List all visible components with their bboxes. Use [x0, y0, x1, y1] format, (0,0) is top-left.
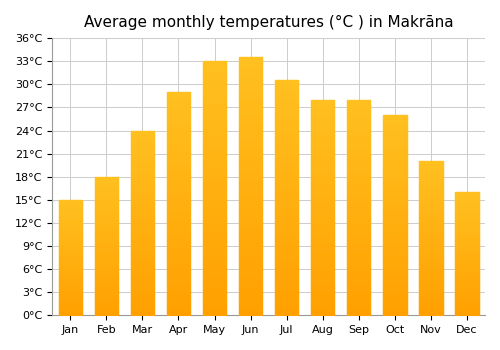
Title: Average monthly temperatures (°C ) in Makrāna: Average monthly temperatures (°C ) in Ma…	[84, 15, 454, 30]
